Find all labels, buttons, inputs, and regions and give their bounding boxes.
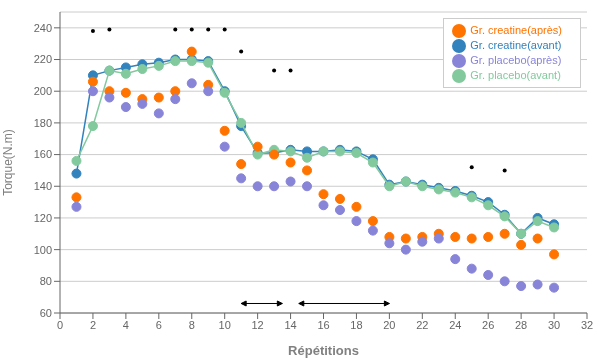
html-text:Gr. creatine(après): Gr. creatine(après): [470, 24, 562, 36]
svg-text:60: 60: [40, 307, 52, 319]
html-text:Gr. placebo(après): Gr. placebo(après): [470, 54, 562, 67]
svg-text:14: 14: [284, 319, 296, 331]
svg-text:100: 100: [34, 244, 52, 256]
html-text:Gr. placebo(avant): Gr. placebo(avant): [470, 69, 561, 82]
svg-text:220: 220: [34, 53, 52, 65]
svg-text:Torque(N.m): Torque(N.m): [8, 129, 15, 196]
svg-text:200: 200: [34, 85, 52, 97]
svg-text:26: 26: [482, 319, 494, 331]
svg-text:160: 160: [34, 148, 52, 160]
svg-text:24: 24: [449, 319, 461, 331]
svg-text:20: 20: [383, 319, 395, 331]
svg-text:240: 240: [34, 22, 52, 34]
svg-text:0: 0: [57, 319, 63, 331]
svg-text:140: 140: [34, 180, 52, 192]
svg-text:Répétitions: Répétitions: [288, 343, 359, 358]
svg-text:18: 18: [350, 319, 362, 331]
svg-text:120: 120: [34, 212, 52, 224]
svg-text:8: 8: [189, 319, 195, 331]
html-text:Gr. creatine(avant): Gr. creatine(avant): [470, 39, 562, 52]
svg-text:28: 28: [515, 319, 527, 331]
svg-text:180: 180: [34, 117, 52, 129]
svg-text:2: 2: [90, 319, 96, 331]
svg-text:22: 22: [416, 319, 428, 331]
svg-text:12: 12: [252, 319, 264, 331]
svg-text:4: 4: [123, 319, 129, 331]
svg-text:16: 16: [317, 319, 329, 331]
svg-text:10: 10: [219, 319, 231, 331]
svg-text:80: 80: [40, 275, 52, 287]
svg-text:30: 30: [548, 319, 560, 331]
svg-text:6: 6: [156, 319, 162, 331]
svg-text:32: 32: [581, 319, 593, 331]
